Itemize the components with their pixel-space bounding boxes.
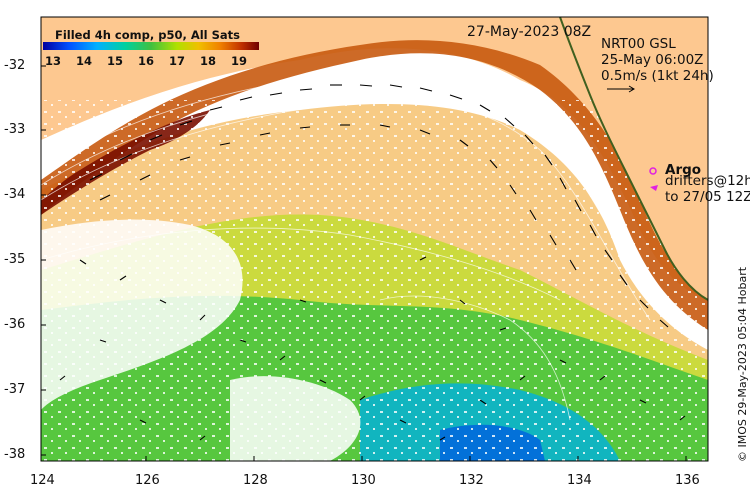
lat-label: -37 [4, 382, 26, 397]
lon-label: 130 [351, 473, 376, 488]
axis-ticks [41, 65, 687, 461]
lon-label: 132 [459, 473, 484, 488]
lon-label: 128 [243, 473, 268, 488]
lon-label: 136 [675, 473, 700, 488]
argo-legend-label: Argo [665, 162, 702, 178]
lat-label: -32 [4, 58, 26, 73]
colorbar-tick: 13 [45, 54, 62, 68]
colorbar [43, 42, 259, 50]
colorbar-tick: 18 [200, 54, 217, 68]
current-time-label: 25-May 06:00Z [601, 52, 704, 68]
current-scale-label: 0.5m/s (1kt 24h) [601, 68, 714, 84]
lon-label: 126 [135, 473, 160, 488]
scale-arrow [607, 85, 635, 93]
current-vectors [59, 84, 686, 441]
map-plot-area [40, 16, 709, 462]
map-frame [40, 16, 709, 462]
drifters-time-label: to 27/05 12Z [665, 189, 750, 205]
cloud-patch-south [230, 376, 361, 461]
map-date-title: 27-May-2023 08Z [467, 24, 592, 40]
lat-label: -38 [4, 447, 26, 462]
lat-label: -34 [4, 187, 26, 202]
lat-label: -35 [4, 252, 26, 267]
lat-label: -36 [4, 317, 26, 332]
lat-label: -33 [4, 122, 26, 137]
colorbar-tick: 14 [76, 54, 93, 68]
colorbar-tick: 19 [231, 54, 248, 68]
drifters-legend-label: drifters@12h [665, 173, 750, 189]
lon-label: 134 [567, 473, 592, 488]
cloud-patch-west [41, 219, 243, 410]
current-source-label: NRT00 GSL [601, 36, 676, 52]
coastline-land [560, 17, 708, 300]
sst-contours [40, 69, 661, 421]
lon-label: 124 [30, 473, 55, 488]
colorbar-tick: 15 [107, 54, 124, 68]
colorbar-tick: 16 [138, 54, 155, 68]
colorbar-tick: 17 [169, 54, 186, 68]
coastline [559, 16, 709, 301]
credit-text: © IMOS 29-May-2023 05:04 Hobart [736, 266, 749, 462]
argo-float-marker [649, 167, 657, 175]
colorbar-title: Filled 4h comp, p50, All Sats [55, 28, 240, 42]
drifter-marker [650, 185, 658, 191]
